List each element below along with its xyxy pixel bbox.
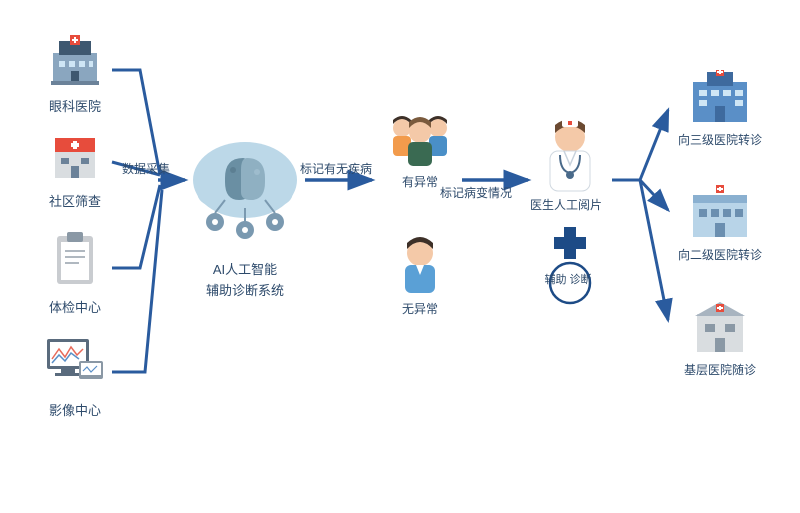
label-mark-lesion: 标记病变情况	[440, 184, 512, 201]
aux-diag-icon	[542, 225, 598, 305]
aux-diag: 辅助 诊断	[540, 225, 600, 310]
abnormal-group: 有异常	[375, 110, 465, 190]
aux-diag-label: 辅助 诊断	[540, 273, 596, 287]
source-imaging-label: 影像中心	[40, 400, 110, 419]
people-group-icon	[380, 110, 460, 168]
label-data-collect: 数据采集	[122, 160, 170, 177]
doctor	[530, 115, 610, 198]
dest-l2-label: 向二级医院转诊	[670, 246, 770, 263]
source-imaging: 影像中心	[40, 335, 110, 419]
dest-primary-label: 基层医院随诊	[670, 361, 770, 378]
hospital-primary-icon	[687, 300, 753, 356]
normal-label: 无异常	[390, 300, 450, 317]
hospital-l2-icon	[687, 185, 753, 241]
clipboard-icon	[45, 230, 105, 288]
dest-level3: 向三级医院转诊	[670, 70, 770, 148]
doctor-icon	[534, 115, 606, 193]
ai-system: AI人工智能 辅助诊断系统	[185, 130, 305, 299]
label-doctor-review: 医生人工阅片	[530, 196, 602, 213]
ai-label-1: AI人工智能	[185, 259, 305, 278]
source-hospital: 眼科医院	[40, 35, 110, 115]
community-icon	[45, 130, 105, 182]
hospital-icon	[45, 35, 105, 87]
source-community-label: 社区筛查	[40, 191, 110, 210]
source-exam-label: 体检中心	[40, 297, 110, 316]
normal-person: 无异常	[390, 235, 450, 317]
hospital-l3-icon	[687, 70, 753, 126]
ai-label-2: 辅助诊断系统	[185, 280, 305, 299]
source-exam: 体检中心	[40, 230, 110, 316]
dest-l3-label: 向三级医院转诊	[670, 131, 770, 148]
source-hospital-label: 眼科医院	[40, 96, 110, 115]
source-community: 社区筛查	[40, 130, 110, 210]
imaging-icon	[43, 335, 107, 391]
dest-level2: 向二级医院转诊	[670, 185, 770, 263]
ai-brain-icon	[185, 130, 305, 250]
label-mark-disease: 标记有无疾病	[300, 160, 372, 177]
dest-primary: 基层医院随诊	[670, 300, 770, 378]
person-icon	[392, 235, 448, 295]
